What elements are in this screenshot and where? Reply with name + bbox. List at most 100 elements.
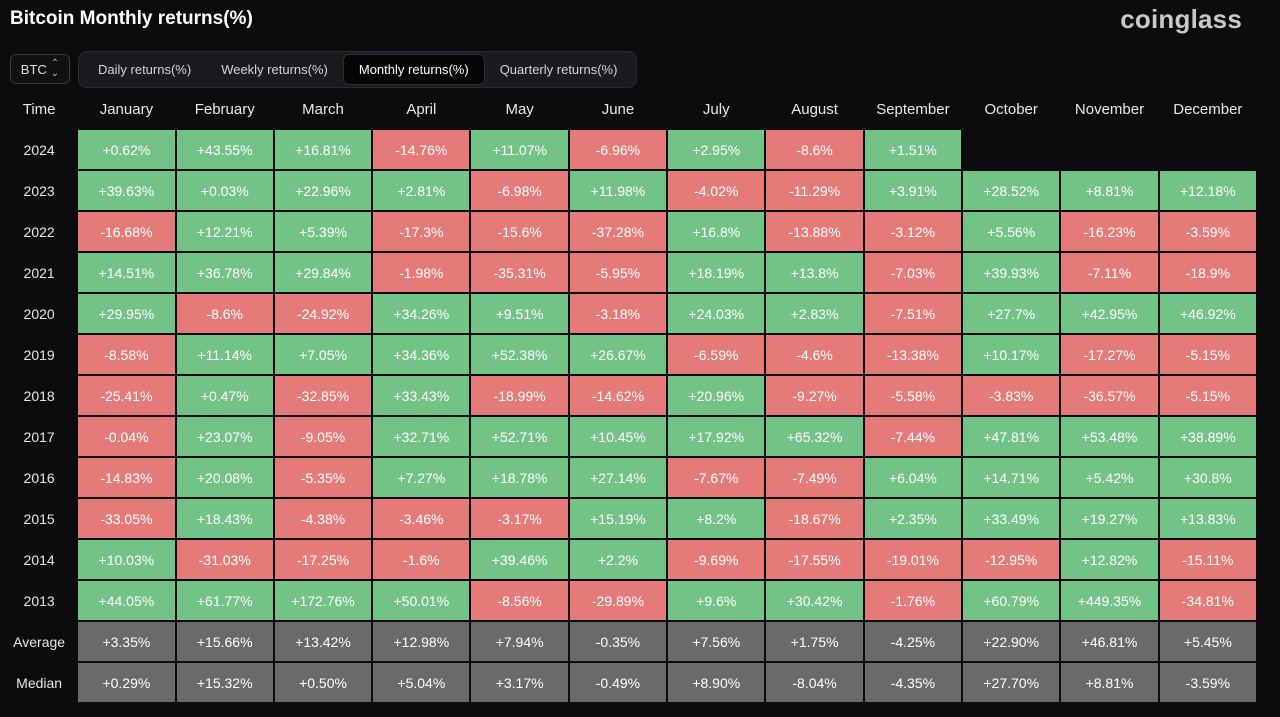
return-cell: +10.45% bbox=[569, 417, 667, 456]
return-cell: +14.71% bbox=[963, 458, 1060, 497]
return-cell: -7.03% bbox=[864, 253, 962, 292]
return-cell: -6.96% bbox=[569, 130, 667, 169]
return-cell: -7.51% bbox=[864, 294, 962, 333]
return-cell: +43.55% bbox=[176, 130, 273, 169]
table-header-row: Time January February March April May June Jul… bbox=[2, 90, 1256, 128]
tab-quarterly-returns[interactable]: Quarterly returns(%) bbox=[499, 62, 618, 77]
return-cell: +5.39% bbox=[274, 212, 372, 251]
table-row: 2013 +44.05% +61.77% +172.76% +50.01% -8.56% -… bbox=[2, 581, 1256, 620]
chevron-up-down-icon: ⌃ ⌄ bbox=[50, 58, 60, 79]
row-label: 2015 bbox=[23, 510, 55, 527]
return-cell: +3.91% bbox=[864, 171, 962, 210]
return-cell: -6.98% bbox=[471, 171, 568, 210]
return-cell: +18.43% bbox=[176, 499, 273, 538]
return-cell: -14.62% bbox=[569, 376, 667, 415]
return-cell bbox=[1061, 130, 1157, 169]
row-label: Median bbox=[16, 674, 63, 691]
return-cell: -19.01% bbox=[864, 540, 962, 579]
table-row: 2017 -0.04% +23.07% -9.05% +32.71% +52.71% +10… bbox=[2, 417, 1256, 456]
return-cell: -35.31% bbox=[471, 253, 568, 292]
return-cell: +3.35% bbox=[78, 622, 175, 661]
return-cell: +10.03% bbox=[78, 540, 175, 579]
return-cell: +28.52% bbox=[963, 171, 1060, 210]
return-cell: -8.6% bbox=[176, 294, 273, 333]
return-cell bbox=[963, 130, 1059, 169]
return-cell: -18.9% bbox=[1159, 253, 1256, 292]
column-header-time: Time bbox=[22, 100, 56, 118]
return-cell: +7.05% bbox=[274, 335, 372, 374]
return-cell: +11.98% bbox=[569, 171, 667, 210]
tab-daily-returns[interactable]: Daily returns(%) bbox=[98, 62, 192, 77]
return-cell: -8.04% bbox=[766, 663, 863, 702]
return-cell: +11.07% bbox=[471, 130, 568, 169]
table-row: 2014 +10.03% -31.03% -17.25% -1.6% +39.46% +2.… bbox=[2, 540, 1256, 579]
return-cell: -34.81% bbox=[1159, 581, 1256, 620]
return-cell: +30.8% bbox=[1159, 458, 1256, 497]
return-cell: +27.7% bbox=[963, 294, 1060, 333]
return-cell: +1.51% bbox=[864, 130, 962, 169]
return-cell: -6.59% bbox=[668, 335, 765, 374]
return-cell: -24.92% bbox=[274, 294, 372, 333]
return-cell: +26.67% bbox=[569, 335, 667, 374]
return-cell: -37.28% bbox=[569, 212, 667, 251]
return-cell: -7.49% bbox=[766, 458, 863, 497]
return-cell: -14.76% bbox=[373, 130, 470, 169]
return-cell: +8.90% bbox=[668, 663, 765, 702]
column-header-march: March bbox=[302, 100, 344, 118]
return-cell: -3.59% bbox=[1159, 212, 1256, 251]
return-cell: -4.02% bbox=[668, 171, 765, 210]
page-title: Bitcoin Monthly returns(%) bbox=[10, 8, 253, 29]
return-cell: -0.49% bbox=[569, 663, 667, 702]
return-cell: -17.27% bbox=[1061, 335, 1158, 374]
return-cell: +19.27% bbox=[1061, 499, 1158, 538]
return-cell: +34.26% bbox=[373, 294, 470, 333]
return-cell: -9.27% bbox=[766, 376, 863, 415]
return-cell: +14.51% bbox=[78, 253, 175, 292]
return-cell: -0.04% bbox=[78, 417, 175, 456]
return-cell: +15.19% bbox=[569, 499, 667, 538]
row-label: 2016 bbox=[23, 469, 55, 486]
row-label: 2023 bbox=[23, 182, 55, 199]
return-cell: +12.21% bbox=[176, 212, 273, 251]
return-cell: +172.76% bbox=[274, 581, 372, 620]
table-body: 2024 +0.62% +43.55% +16.81% -14.76% +11.07% -6… bbox=[2, 130, 1256, 702]
return-cell: +34.36% bbox=[373, 335, 470, 374]
return-cell: +52.71% bbox=[471, 417, 568, 456]
return-cell: +2.35% bbox=[864, 499, 962, 538]
asset-select[interactable]: BTC ⌃ ⌄ bbox=[10, 54, 70, 84]
asset-select-value: BTC bbox=[20, 61, 47, 77]
tab-monthly-returns[interactable]: Monthly returns(%) bbox=[342, 54, 485, 85]
return-cell: -3.59% bbox=[1159, 663, 1256, 702]
summary-row-median: Median +0.29% +15.32% +0.50% +5.04% +3.17% -0.… bbox=[2, 663, 1256, 702]
return-cell: +5.45% bbox=[1159, 622, 1256, 661]
return-cell: +27.70% bbox=[963, 663, 1060, 702]
table-row: 2019 -8.58% +11.14% +7.05% +34.36% +52.38% +26… bbox=[2, 335, 1256, 374]
return-cell: -13.38% bbox=[864, 335, 962, 374]
return-cell: +12.82% bbox=[1061, 540, 1158, 579]
return-cell: +5.56% bbox=[963, 212, 1060, 251]
column-header-december: December bbox=[1173, 100, 1243, 118]
row-label: 2020 bbox=[23, 305, 55, 322]
return-cell: -25.41% bbox=[78, 376, 175, 415]
column-header-february: February bbox=[194, 100, 255, 118]
tab-weekly-returns[interactable]: Weekly returns(%) bbox=[221, 62, 328, 77]
column-header-june: June bbox=[601, 100, 635, 118]
return-cell: -7.44% bbox=[864, 417, 962, 456]
return-cell: +12.18% bbox=[1159, 171, 1256, 210]
return-cell: -1.98% bbox=[373, 253, 470, 292]
return-cell: -32.85% bbox=[274, 376, 372, 415]
return-cell: -18.67% bbox=[766, 499, 863, 538]
return-cell: +15.66% bbox=[176, 622, 273, 661]
return-cell: -15.6% bbox=[471, 212, 568, 251]
return-cell: +8.81% bbox=[1061, 171, 1158, 210]
return-cell: +5.42% bbox=[1061, 458, 1158, 497]
return-cell: +60.79% bbox=[963, 581, 1060, 620]
summary-row-average: Average +3.35% +15.66% +13.42% +12.98% +7.94%… bbox=[2, 622, 1256, 661]
return-cell: -0.35% bbox=[569, 622, 667, 661]
return-cell: +2.95% bbox=[668, 130, 765, 169]
return-cell: +18.19% bbox=[668, 253, 765, 292]
return-cell: -31.03% bbox=[176, 540, 273, 579]
return-cell: +65.32% bbox=[766, 417, 863, 456]
row-label: 2013 bbox=[23, 592, 55, 609]
return-cell: +39.63% bbox=[78, 171, 175, 210]
